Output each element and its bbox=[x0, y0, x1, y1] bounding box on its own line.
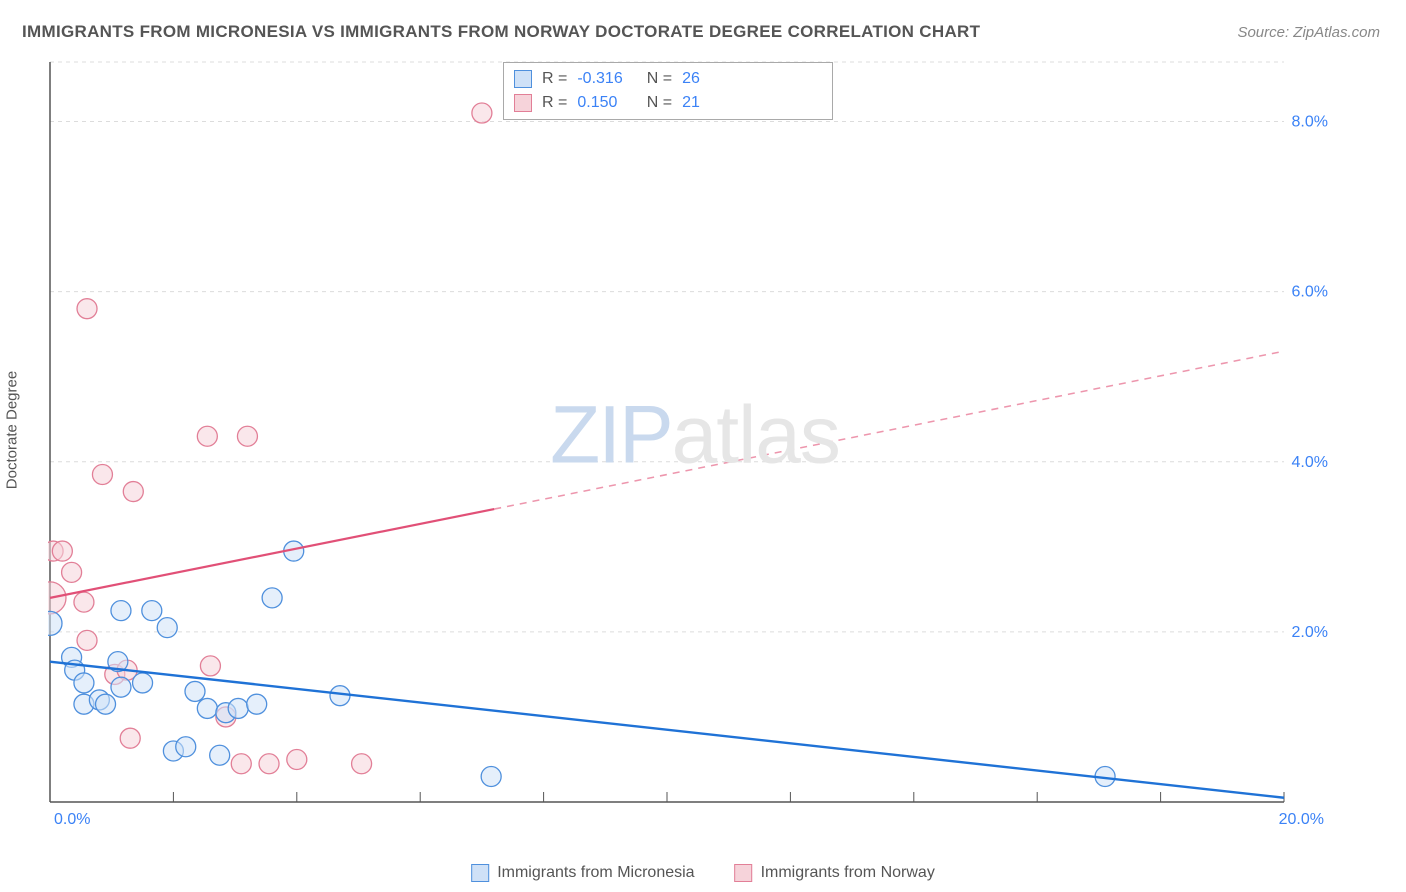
svg-text:0.0%: 0.0% bbox=[54, 811, 90, 828]
corr-n-label: N = bbox=[642, 91, 672, 115]
svg-text:6.0%: 6.0% bbox=[1292, 284, 1328, 301]
corr-r-label: R = bbox=[542, 67, 567, 91]
svg-text:2.0%: 2.0% bbox=[1292, 624, 1328, 641]
corr-r-value: -0.316 bbox=[577, 67, 632, 91]
corr-n-value: 21 bbox=[682, 91, 737, 115]
correlation-row: R = 0.150 N = 21 bbox=[514, 91, 822, 115]
corr-n-value: 26 bbox=[682, 67, 737, 91]
corr-swatch bbox=[514, 94, 532, 112]
legend-swatch-micronesia bbox=[471, 864, 489, 882]
legend-swatch-norway bbox=[735, 864, 753, 882]
legend-item-micronesia: Immigrants from Micronesia bbox=[471, 864, 694, 882]
series-legend: Immigrants from Micronesia Immigrants fr… bbox=[471, 864, 935, 882]
svg-text:4.0%: 4.0% bbox=[1292, 454, 1328, 471]
correlation-row: R = -0.316 N = 26 bbox=[514, 67, 822, 91]
corr-n-label: N = bbox=[642, 67, 672, 91]
chart-title: IMMIGRANTS FROM MICRONESIA VS IMMIGRANTS… bbox=[22, 22, 980, 42]
correlation-legend: R = -0.316 N = 26 R = 0.150 N = 21 bbox=[503, 62, 833, 120]
svg-text:20.0%: 20.0% bbox=[1279, 811, 1324, 828]
legend-label-micronesia: Immigrants from Micronesia bbox=[497, 864, 694, 882]
source-attribution: Source: ZipAtlas.com bbox=[1237, 24, 1380, 41]
corr-r-value: 0.150 bbox=[577, 91, 632, 115]
legend-label-norway: Immigrants from Norway bbox=[761, 864, 935, 882]
corr-r-label: R = bbox=[542, 91, 567, 115]
legend-item-norway: Immigrants from Norway bbox=[735, 864, 935, 882]
chart-plot: 2.0%4.0%6.0%8.0%0.0%20.0% ZIPatlas R = -… bbox=[48, 60, 1342, 830]
corr-swatch bbox=[514, 70, 532, 88]
chart-svg: 2.0% 4.0% 6.0% 8.0% 0.0% 20.0% bbox=[48, 60, 1342, 830]
y-axis-label: Doctorate Degree bbox=[4, 371, 21, 489]
svg-text:8.0%: 8.0% bbox=[1292, 114, 1328, 131]
